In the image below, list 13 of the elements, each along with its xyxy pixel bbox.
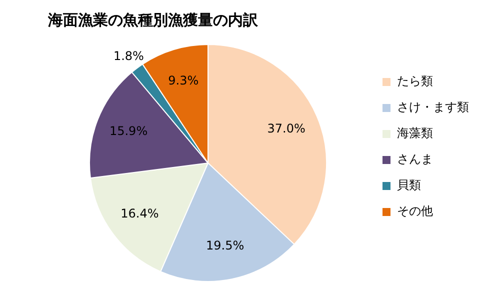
legend-label: さけ・ます類 xyxy=(397,100,469,114)
data-label: 9.3% xyxy=(168,73,199,88)
data-label: 15.9% xyxy=(109,124,148,138)
data-label: 19.5% xyxy=(206,238,244,253)
data-label: 37.0% xyxy=(267,121,306,136)
legend-label: 貝類 xyxy=(397,178,421,192)
data-label: 16.4% xyxy=(120,206,159,220)
legend-label: その他 xyxy=(397,204,433,218)
data-label: 1.8% xyxy=(113,48,144,63)
legend-label: さんま xyxy=(397,152,433,166)
chart-title: 海面漁業の魚種別漁獲量の内訳 xyxy=(47,10,259,29)
legend-label: 海藻類 xyxy=(397,126,433,140)
legend-label: たら類 xyxy=(397,74,433,88)
